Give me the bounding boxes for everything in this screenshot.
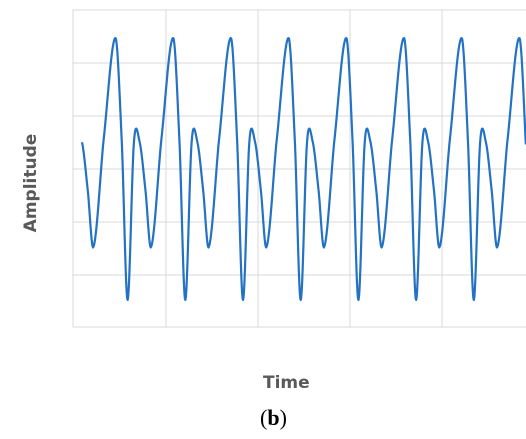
series-layer <box>80 37 526 302</box>
panel-letter: b <box>267 405 280 430</box>
grid <box>72 9 526 328</box>
y-axis-label: Amplitude <box>21 133 41 233</box>
x-axis-label: Time <box>263 373 310 393</box>
series-line <box>80 37 526 302</box>
panel-label: (b) <box>260 405 287 430</box>
